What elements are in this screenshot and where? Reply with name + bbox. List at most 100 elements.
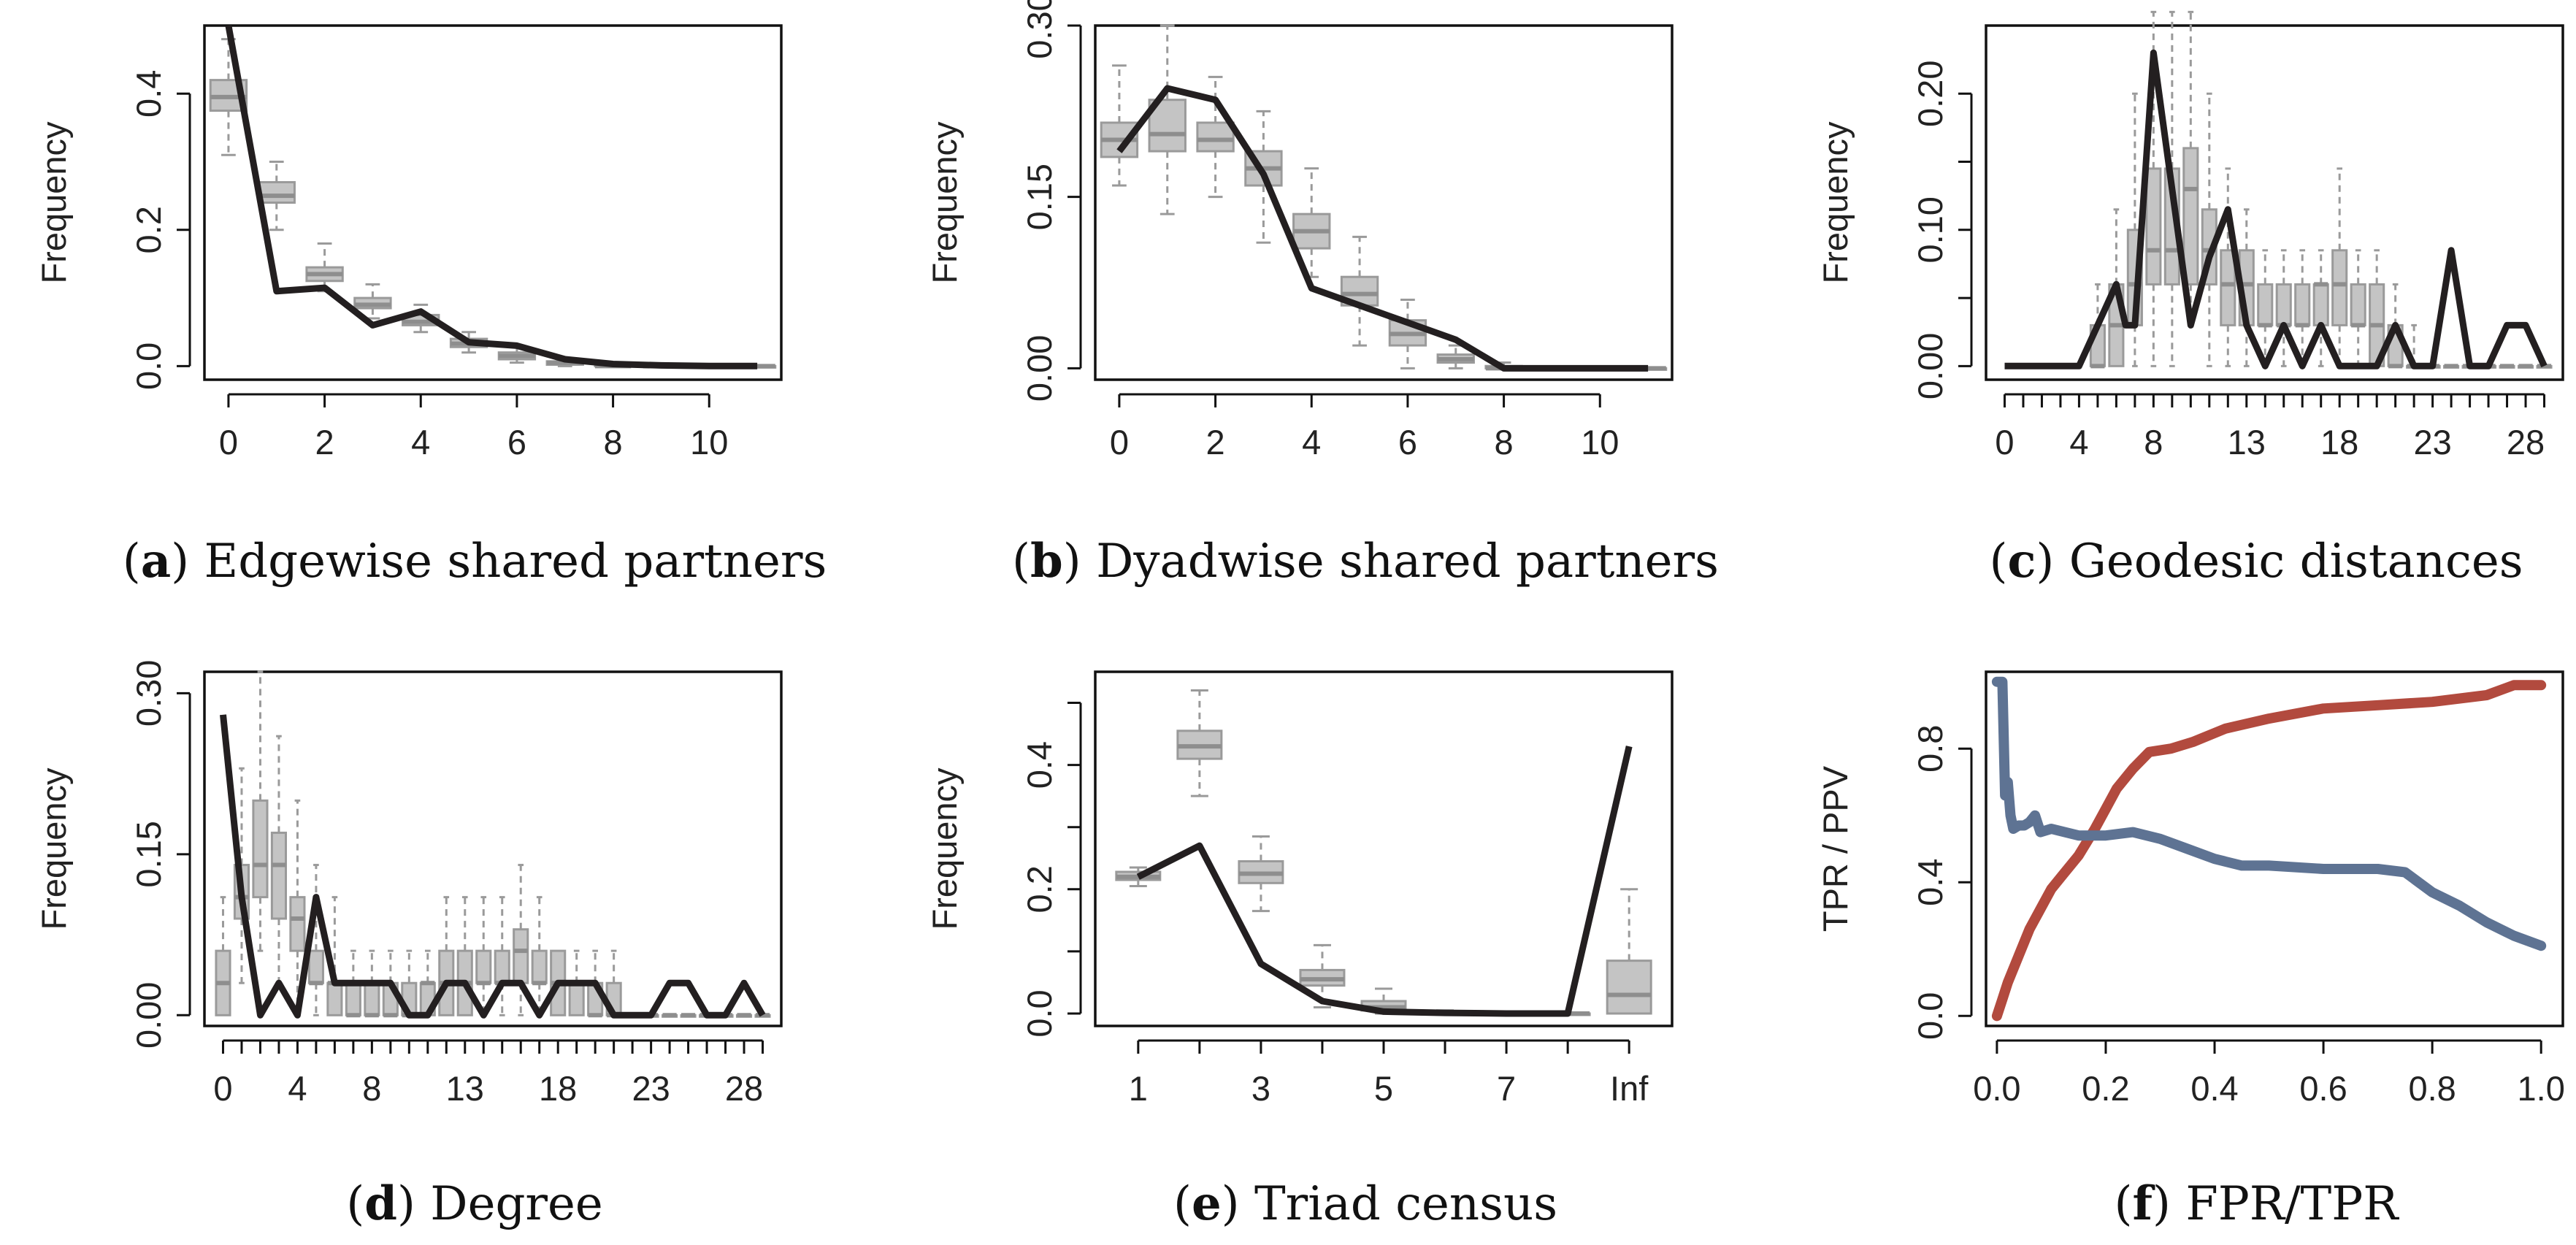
caption-close-paren: ) [397,1177,415,1231]
box-rect [289,896,306,952]
x-tick-label: 0 [1995,423,2014,461]
box-x2 [1196,75,1235,199]
box-x5 [307,864,324,1016]
caption-letter: b [1030,534,1063,589]
y-tick-label: 0.8 [1911,725,1950,773]
plot-frame [1985,670,2564,1027]
plot-frame [1094,24,1674,381]
x-tick-label: Inf [1610,1069,1649,1108]
x-tick-label: 0.8 [2408,1069,2456,1108]
x-tick-label: 8 [362,1069,381,1108]
box-rect [2257,283,2274,326]
x-tick-label: 8 [1495,423,1514,461]
box-rect [475,949,492,984]
caption-close-paren: ) [1063,535,1081,589]
plot-frame [203,24,783,381]
x-tick-label: 8 [604,423,623,461]
x-tick-label: 18 [2320,423,2358,461]
caption-open-paren: ( [1989,535,2007,589]
x-tick-label: 10 [690,423,728,461]
panel-e: 1 3 5 7 Inf 0.0 0.2 0.4 Frequency (e) Triad censu… [925,670,1674,1231]
y-tick-label: 0.0 [129,342,168,390]
caption-letter: c [2007,534,2036,589]
box-rect [494,949,510,984]
x-tick-label: 3 [1251,1069,1270,1108]
box-x2 [252,670,269,952]
observed-line [1136,746,1633,1017]
box-x18 [2331,167,2348,367]
x-tick-label: 18 [539,1069,577,1108]
caption-letter: d [364,1176,397,1231]
plot-frame [203,670,783,1027]
caption-text: Triad census [1240,1177,1557,1231]
panel-caption: (c) Geodesic distances [1989,534,2523,589]
box-x3 [353,283,392,320]
panel-caption: (a) Edgewise shared partners [123,534,827,589]
box-x29 [754,1013,771,1018]
x-tick-label: 13 [446,1069,484,1108]
box-x28 [735,1013,753,1018]
y-tick-label: 0.30 [129,660,168,727]
caption-text: Geodesic distances [2054,535,2523,589]
box-x20 [2369,249,2385,367]
box-x14 [475,896,492,1016]
box-x5 [1340,235,1379,347]
box-rect [345,981,361,1016]
x-tick-label: 23 [2413,423,2451,461]
panel-f: 0.0 0.2 0.4 0.6 0.8 1.0 0.0 0.4 0.8 TPR / PPV (f) … [1816,670,2565,1231]
y-tick-label: 0.15 [1020,164,1059,230]
x-tick-label: 7 [1497,1069,1516,1108]
x-tick-label: 10 [1581,423,1619,461]
box-rect [270,831,287,920]
plot-frame [1985,24,2564,381]
x-tick-label: 4 [2069,423,2088,461]
box-x27 [2499,364,2515,369]
x-tick-label: 0.0 [1973,1069,2020,1108]
box-x6 [1388,298,1427,369]
caption-open-paren: ( [123,535,141,589]
y-tick-label: 0.4 [1020,741,1059,789]
box-x4 [289,799,306,1016]
x-tick-label: 0 [1110,423,1129,461]
y-tick-label: 0.15 [129,821,168,887]
box-rect [2331,249,2348,326]
caption-letter: a [141,534,171,589]
box-rect [2220,249,2236,326]
panel-caption: (d) Degree [346,1176,603,1231]
caption-open-paren: ( [346,1177,364,1231]
plot-frame [1094,670,1674,1027]
x-tick-label: 6 [1398,423,1417,461]
y-tick-label: 0.20 [1911,61,1950,127]
box-x24 [662,1013,678,1018]
box-x7 [1436,344,1475,369]
box-rect [2275,283,2292,326]
observed-line [220,714,766,1019]
box-x17 [2312,249,2329,367]
box-x25 [680,1013,697,1018]
box-x20 [587,949,604,1018]
x-tick-label: 6 [507,423,526,461]
box-x3 [270,735,287,984]
box-rect [307,949,324,984]
box-x1 [1148,24,1187,215]
x-tick-label: 4 [288,1069,307,1108]
x-tick-label: 4 [411,423,430,461]
y-axis-title: Frequency [1816,121,1855,284]
y-tick-label: 0.10 [1911,196,1950,263]
box-x28 [2517,364,2534,369]
box-x2 [305,242,344,293]
box-rect [568,981,585,1016]
box-rect [2350,283,2366,326]
x-tick-label: 23 [632,1069,670,1108]
box-x17 [531,896,548,1016]
observed-line [1116,85,1649,372]
box-rect [2182,147,2199,286]
caption-close-paren: ) [2153,1177,2171,1231]
x-tick-label: 1.0 [2518,1069,2565,1108]
caption-close-paren: ) [171,535,189,589]
y-axis-title: Frequency [925,767,964,930]
y-tick-label: 0.30 [1020,0,1059,59]
y-axis-title: Frequency [34,121,73,284]
box-x2 [1176,689,1223,797]
